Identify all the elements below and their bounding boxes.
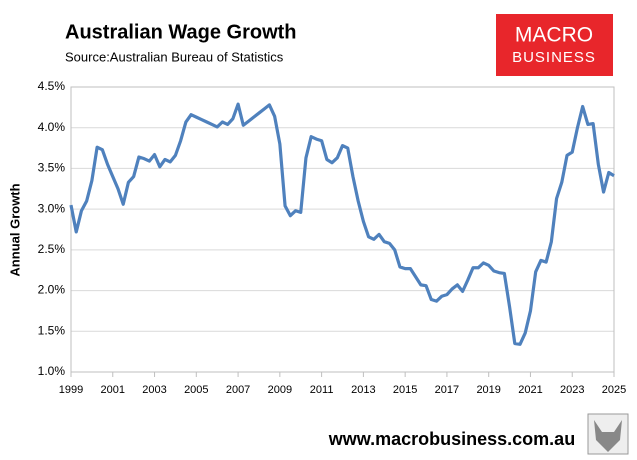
logo-box: [496, 14, 613, 76]
y-axis-title: Annual Growth: [7, 183, 22, 276]
y-tick-label: 3.5%: [38, 161, 66, 175]
plot-border: [70, 86, 615, 373]
data-line: [69, 102, 615, 346]
y-tick-label: 2.5%: [38, 242, 66, 256]
footer-url: www.macrobusiness.com.au: [328, 429, 575, 449]
y-tick-label: 4.5%: [38, 79, 66, 93]
x-tick-label: 2003: [142, 384, 166, 396]
x-tick-label: 2025: [602, 384, 626, 396]
y-tick-label: 4.0%: [38, 120, 66, 134]
y-tick-label: 3.0%: [38, 201, 66, 215]
x-tick-label: 2013: [351, 384, 375, 396]
chart-subtitle: Source:Australian Bureau of Statistics: [65, 49, 284, 64]
logo-text: BUSINESS: [512, 49, 596, 66]
y-tick-label: 2.0%: [38, 283, 66, 297]
x-tick-label: 2023: [560, 384, 584, 396]
wolf-icon: [587, 413, 629, 455]
x-tick-label: 2001: [101, 384, 125, 396]
x-tick-label: 2005: [184, 384, 208, 396]
x-tick-label: 2011: [310, 384, 334, 396]
x-tick-label: 2007: [226, 384, 250, 396]
x-tick-label: 2019: [476, 384, 500, 396]
y-tick-label: 1.5%: [38, 323, 66, 337]
x-tick-label: 2009: [268, 384, 292, 396]
chart-title: Australian Wage Growth: [65, 21, 297, 43]
x-tick-label: 1999: [59, 384, 83, 396]
x-tick-label: 2021: [518, 384, 542, 396]
x-tick-label: 2017: [435, 384, 459, 396]
y-tick-label: 1.0%: [38, 364, 66, 378]
logo-text: MACRO: [515, 24, 593, 47]
x-tick-label: 2015: [393, 384, 417, 396]
